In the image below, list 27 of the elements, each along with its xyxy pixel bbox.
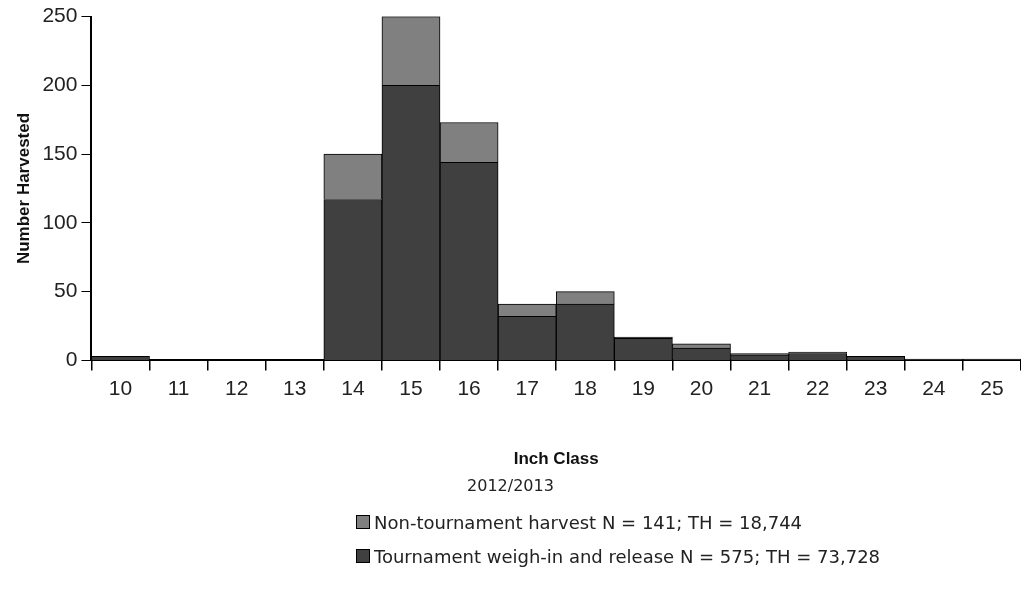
x-axis-title: Inch Class: [513, 449, 599, 469]
y-tick-label: 250: [42, 3, 78, 27]
y-tick-label: 100: [42, 209, 78, 233]
text: 2012/2013: [466, 476, 555, 495]
legend-label: Non-tournament harvest N = 141; TH = 18,744: [374, 511, 803, 533]
x-tick-label: 20: [689, 375, 714, 399]
x-tick-label: 23: [864, 375, 888, 399]
x-tick-label: 15: [399, 375, 423, 399]
x-tick-label: 11: [167, 375, 190, 399]
x-tick-label: 18: [573, 375, 597, 399]
x-tick-label: 25: [980, 375, 1004, 399]
x-tick-label: 12: [225, 375, 249, 399]
y-tick-label: 50: [54, 278, 78, 302]
x-tick-label: 21: [747, 375, 772, 399]
y-axis-title: Number Harvested: [13, 112, 33, 265]
x-tick-label: 17: [515, 375, 539, 399]
y-tick-label: 150: [42, 140, 78, 164]
y-tick-label: 0: [65, 347, 78, 371]
x-tick-label: 14: [341, 375, 365, 399]
x-tick-label: 10: [108, 375, 133, 399]
y-tick-label: 200: [42, 72, 78, 96]
x-tick-label: 13: [283, 375, 307, 399]
x-tick-label: 16: [457, 375, 481, 399]
x-tick-label: 19: [631, 375, 656, 399]
legend-label: Tournament weigh-in and release N = 575; TH = 73,728: [374, 545, 881, 567]
x-tick-label: 22: [805, 375, 830, 399]
x-tick-label: 24: [922, 375, 946, 399]
